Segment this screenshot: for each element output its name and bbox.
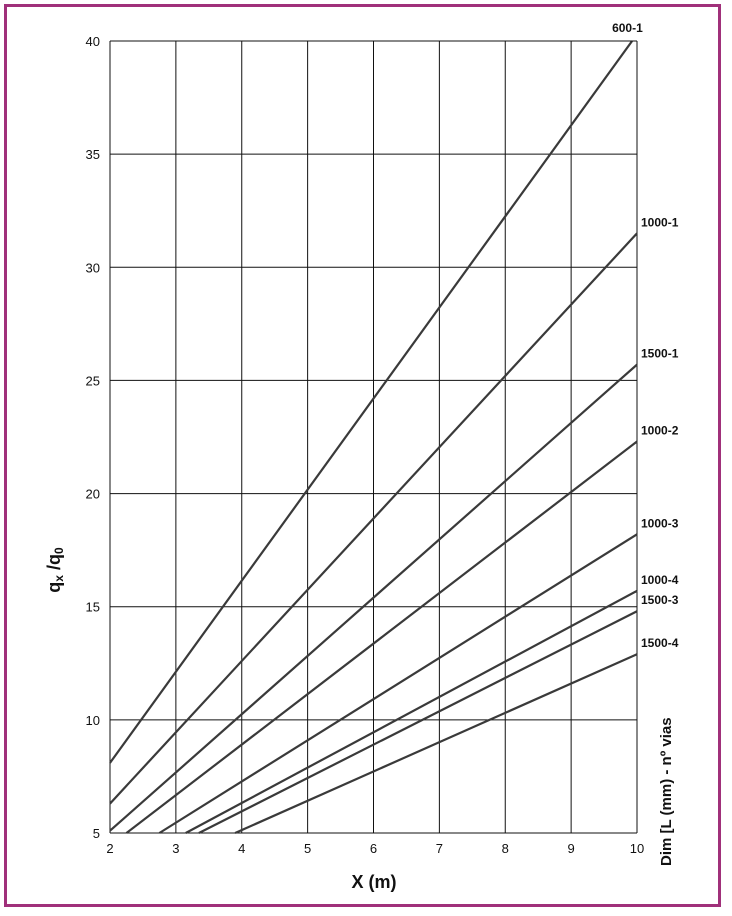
- series-labels: 600-1 1000-1 1500-1 1000-2 1000-3 1000-4 1500-…: [607, 21, 679, 650]
- y-tick-label: 25: [86, 373, 100, 388]
- x-tick-label: 2: [106, 841, 113, 856]
- x-tick-label: 7: [436, 841, 443, 856]
- x-tick-label: 10: [630, 841, 644, 856]
- series-label-1500-3: 1500-3: [641, 593, 679, 607]
- series-label-1000-2: 1000-2: [641, 424, 679, 438]
- x-tick-label: 6: [370, 841, 377, 856]
- x-tick-label: 9: [568, 841, 575, 856]
- series-label-1500-4: 1500-4: [641, 636, 679, 650]
- y-axis-label: qx /q0: [44, 547, 66, 593]
- y-tick-label: 15: [86, 600, 100, 615]
- y-axis-label-zero-sub: 0: [52, 547, 66, 554]
- y-tick-label: 20: [86, 487, 100, 502]
- legend-title: Dim [L (mm) - nº vias: [658, 717, 675, 866]
- series-lines: [109, 40, 638, 835]
- series-label-600-1: 600-1: [612, 21, 643, 35]
- x-tick-label: 5: [304, 841, 311, 856]
- series-line-1500-1: [109, 363, 638, 832]
- series-label-1000-3: 1000-3: [641, 516, 679, 530]
- y-axis-label-mid: /q: [44, 554, 64, 575]
- series-line-1000-2: [125, 440, 638, 834]
- y-tick-label: 30: [86, 260, 100, 275]
- series-line-1000-4: [185, 589, 638, 834]
- grid: [109, 40, 638, 834]
- tick-labels: 2 3 4 5 6 7 8 9 10 5 10 15 20 25 30 35 40: [86, 34, 645, 856]
- x-tick-label: 8: [502, 841, 509, 856]
- series-label-1500-1: 1500-1: [641, 347, 679, 361]
- series-label-1000-4: 1000-4: [641, 573, 679, 587]
- y-axis-label-x-sub: x: [52, 575, 66, 582]
- series-line-1000-1: [109, 232, 638, 805]
- series-line-600-1: [109, 40, 633, 764]
- x-tick-label: 4: [238, 841, 245, 856]
- x-tick-label: 3: [172, 841, 179, 856]
- series-line-1000-3: [158, 533, 638, 834]
- y-tick-label: 5: [93, 826, 100, 841]
- series-label-1000-1: 1000-1: [641, 215, 679, 229]
- series-line-1500-3: [198, 610, 638, 834]
- y-tick-label: 10: [86, 713, 100, 728]
- y-tick-label: 40: [86, 34, 100, 49]
- x-axis-label: X (m): [352, 872, 397, 892]
- series-line-1500-4: [234, 653, 638, 835]
- y-axis-label-q: q: [44, 582, 64, 593]
- y-tick-label: 35: [86, 147, 100, 162]
